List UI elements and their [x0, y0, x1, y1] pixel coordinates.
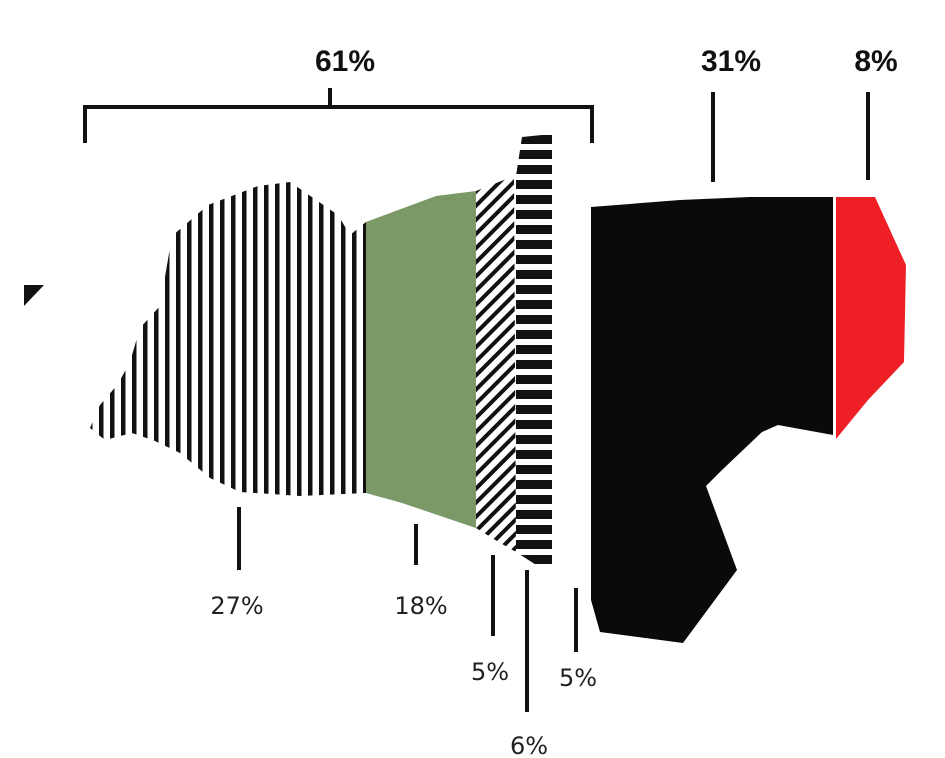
segment-4-shape: [516, 134, 552, 570]
segment-4-label: 6%: [510, 732, 548, 758]
group-3-label: 8%: [854, 45, 897, 78]
segment-2-label: 18%: [394, 592, 447, 620]
triangle-marker-icon: [24, 285, 44, 306]
segment-6-shape: [591, 197, 833, 643]
segment-5-label: 5%: [559, 664, 597, 692]
group-1-label: 61%: [315, 45, 375, 78]
segment-leader-lines: [237, 507, 578, 712]
group-2-label: 31%: [701, 45, 761, 78]
segment-3-shape: [476, 176, 516, 552]
segment-1-label: 27%: [210, 592, 263, 620]
group-bracket: [83, 88, 594, 143]
segment-3-label: 5%: [471, 658, 509, 686]
segment-2-shape: [366, 191, 476, 528]
segment-1-shape: [90, 182, 366, 496]
segment-7-shape: [836, 197, 906, 439]
